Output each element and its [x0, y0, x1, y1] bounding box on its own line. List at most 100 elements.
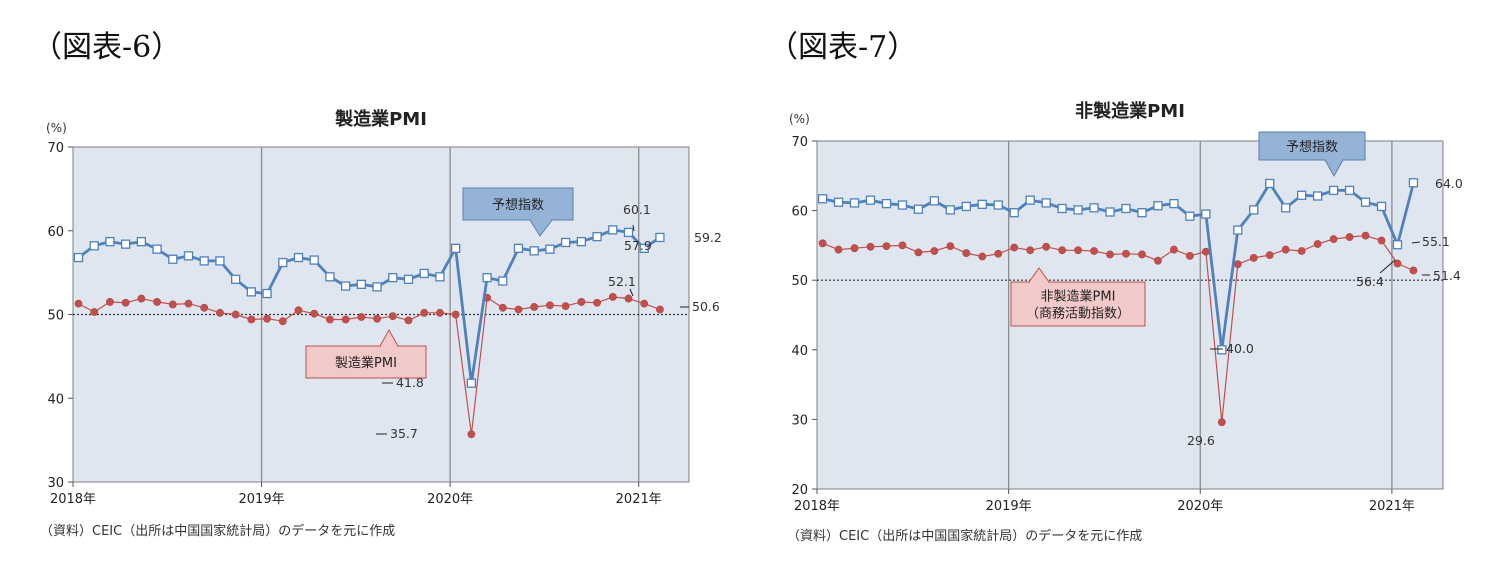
data-point-pmi	[818, 239, 827, 248]
data-point-expectation	[608, 225, 618, 235]
data-point-expectation	[466, 378, 477, 388]
data-point-pmi	[278, 317, 287, 326]
data-label: 64.0	[1435, 176, 1463, 191]
data-point-expectation	[1312, 191, 1323, 201]
data-point-pmi	[577, 298, 586, 306]
annotation-leader	[629, 288, 634, 297]
data-point-pmi	[640, 299, 649, 308]
data-point-expectation	[1408, 178, 1419, 188]
data-point-expectation	[897, 200, 908, 210]
data-point-expectation	[1105, 207, 1115, 217]
y-tick-label: 30	[791, 413, 808, 428]
data-point-expectation	[1249, 205, 1259, 215]
data-point-pmi	[184, 299, 193, 308]
data-point-expectation	[529, 246, 539, 256]
data-point-expectation	[340, 281, 351, 291]
data-point-pmi	[1010, 243, 1019, 252]
data-point-expectation	[435, 272, 445, 282]
annotation-leader	[1379, 259, 1396, 274]
data-point-pmi	[1154, 256, 1162, 265]
data-point-expectation	[560, 237, 571, 248]
non-manufacturing-pmi-panel: 非製造業PMI (%) 20 30 40 50 60 70 2018年 2019年 2020年 202…	[765, 90, 1485, 530]
data-point-expectation	[1121, 203, 1131, 214]
data-point-pmi	[1201, 247, 1210, 256]
chart-title: 非製造業PMI	[1075, 100, 1185, 122]
data-point-pmi	[1329, 235, 1338, 244]
data-point-pmi	[1377, 236, 1386, 245]
x-tick-label: 2021年	[616, 492, 662, 507]
data-point-pmi	[137, 294, 146, 303]
data-point-expectation	[1009, 208, 1019, 218]
data-point-pmi	[850, 244, 859, 253]
data-point-pmi	[247, 315, 256, 324]
data-point-pmi	[1393, 259, 1402, 268]
x-tick-label: 2018年	[794, 499, 840, 514]
data-label: 55.1	[1422, 234, 1450, 249]
x-tick-label: 2019年	[986, 499, 1032, 514]
data-label: 35.7	[390, 426, 418, 441]
data-point-pmi	[436, 308, 444, 317]
data-point-expectation	[1089, 203, 1099, 213]
callout-label: 非製造業PMI	[1041, 289, 1116, 305]
data-point-expectation	[1169, 198, 1179, 209]
data-point-pmi	[420, 308, 429, 317]
callout-box	[1258, 131, 1366, 161]
data-point-expectation	[262, 288, 272, 299]
data-point-pmi	[388, 312, 397, 321]
data-point-expectation	[881, 198, 892, 209]
data-point-pmi	[546, 301, 554, 310]
callout-label: 製造業PMI	[335, 355, 397, 371]
callout-box	[462, 187, 574, 221]
data-point-pmi	[514, 305, 523, 314]
data-point-expectation	[1297, 190, 1307, 200]
data-point-expectation	[356, 279, 367, 290]
data-point-expectation	[325, 272, 335, 282]
data-point-pmi	[263, 314, 271, 323]
data-label: 56.4	[1356, 274, 1384, 289]
data-point-pmi	[1265, 251, 1274, 260]
y-tick-label: 40	[791, 344, 808, 359]
data-point-pmi	[608, 293, 617, 301]
figure-7-label: （図表-7）	[768, 30, 918, 65]
data-point-expectation	[929, 196, 940, 206]
data-point-pmi	[834, 245, 843, 254]
data-point-expectation	[1265, 178, 1275, 189]
x-tick-label: 2019年	[239, 492, 285, 507]
data-point-expectation	[1328, 185, 1339, 196]
callout-box	[305, 345, 427, 379]
data-label: 41.8	[396, 375, 424, 390]
data-point-pmi	[656, 305, 664, 314]
data-point-expectation	[1185, 211, 1195, 221]
data-point-pmi	[168, 300, 177, 309]
data-point-expectation	[1041, 198, 1051, 208]
data-point-pmi	[231, 310, 240, 319]
data-point-pmi	[373, 314, 381, 323]
data-point-expectation	[849, 198, 860, 208]
data-point-pmi	[200, 303, 209, 312]
data-point-pmi	[1361, 231, 1370, 240]
data-point-expectation	[833, 197, 844, 207]
data-point-pmi	[1185, 251, 1194, 260]
data-point-pmi	[1345, 233, 1354, 241]
data-point-expectation	[655, 232, 665, 243]
data-label: 51.4	[1433, 268, 1461, 283]
data-point-pmi	[90, 308, 99, 316]
data-label: 40.0	[1226, 341, 1254, 356]
data-point-expectation	[293, 252, 304, 263]
callout-label: 予想指数	[1286, 139, 1338, 155]
y-tick-label: 70	[791, 135, 808, 150]
figure-6-source: （資料）CEIC（出所は中国国家統計局）のデータを元に作成	[40, 524, 396, 539]
figure-7-source: （資料）CEIC（出所は中国国家統計局）のデータを元に作成	[787, 529, 1143, 544]
data-point-expectation	[1392, 240, 1403, 250]
data-point-pmi	[404, 316, 413, 325]
annotation-leader	[632, 224, 635, 232]
y-axis-unit: (%)	[46, 121, 67, 135]
data-point-pmi	[1026, 246, 1035, 255]
data-point-expectation	[152, 244, 162, 254]
data-point-pmi	[498, 303, 507, 312]
data-point-expectation	[817, 194, 828, 204]
y-tick-label: 70	[47, 141, 64, 156]
data-point-expectation	[945, 205, 955, 215]
data-label: 60.1	[623, 202, 651, 217]
callout-label: 予想指数	[492, 197, 544, 213]
